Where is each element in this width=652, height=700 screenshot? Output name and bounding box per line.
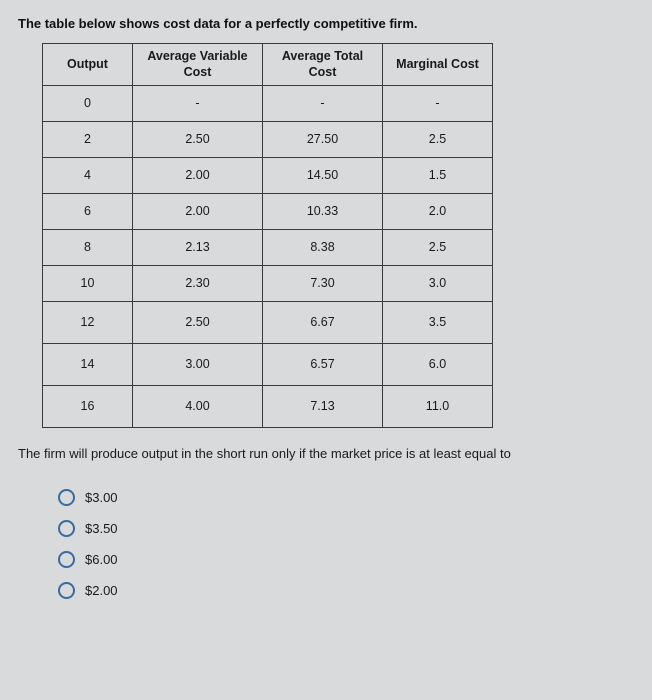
cell-avc: 2.13 — [133, 229, 263, 265]
option-row[interactable]: $3.00 — [58, 489, 634, 506]
cell-avc: 2.00 — [133, 157, 263, 193]
radio-icon[interactable] — [58, 489, 75, 506]
cell-mc: 2.0 — [383, 193, 493, 229]
option-row[interactable]: $2.00 — [58, 582, 634, 599]
cell-atc: 7.13 — [263, 385, 383, 427]
option-row[interactable]: $3.50 — [58, 520, 634, 537]
table-row: 6 2.00 10.33 2.0 — [43, 193, 493, 229]
table-row: 16 4.00 7.13 11.0 — [43, 385, 493, 427]
cell-avc: 2.00 — [133, 193, 263, 229]
cell-avc: - — [133, 85, 263, 121]
option-label: $3.00 — [85, 490, 118, 505]
cell-output: 12 — [43, 301, 133, 343]
cell-atc: 27.50 — [263, 121, 383, 157]
table-row: 2 2.50 27.50 2.5 — [43, 121, 493, 157]
table-row: 14 3.00 6.57 6.0 — [43, 343, 493, 385]
radio-icon[interactable] — [58, 551, 75, 568]
intro-text: The table below shows cost data for a pe… — [18, 16, 634, 31]
cell-output: 6 — [43, 193, 133, 229]
cell-mc: 11.0 — [383, 385, 493, 427]
cell-avc: 4.00 — [133, 385, 263, 427]
option-label: $2.00 — [85, 583, 118, 598]
cell-mc: 1.5 — [383, 157, 493, 193]
table-row: 12 2.50 6.67 3.5 — [43, 301, 493, 343]
cell-atc: 10.33 — [263, 193, 383, 229]
cell-mc: 2.5 — [383, 229, 493, 265]
header-atc: Average Total Cost — [263, 44, 383, 86]
header-mc: Marginal Cost — [383, 44, 493, 86]
cell-output: 10 — [43, 265, 133, 301]
radio-icon[interactable] — [58, 582, 75, 599]
cell-atc: 14.50 — [263, 157, 383, 193]
cell-avc: 2.50 — [133, 301, 263, 343]
table-row: 8 2.13 8.38 2.5 — [43, 229, 493, 265]
cell-mc: 2.5 — [383, 121, 493, 157]
prompt-text: The firm will produce output in the shor… — [18, 446, 634, 461]
radio-icon[interactable] — [58, 520, 75, 537]
cell-mc: - — [383, 85, 493, 121]
option-label: $6.00 — [85, 552, 118, 567]
cell-avc: 3.00 — [133, 343, 263, 385]
cell-output: 14 — [43, 343, 133, 385]
cell-avc: 2.30 — [133, 265, 263, 301]
header-output: Output — [43, 44, 133, 86]
cell-atc: - — [263, 85, 383, 121]
cell-mc: 3.5 — [383, 301, 493, 343]
cell-output: 2 — [43, 121, 133, 157]
cell-mc: 3.0 — [383, 265, 493, 301]
cell-output: 8 — [43, 229, 133, 265]
cell-atc: 8.38 — [263, 229, 383, 265]
cell-atc: 6.67 — [263, 301, 383, 343]
answer-options: $3.00 $3.50 $6.00 $2.00 — [58, 489, 634, 599]
option-row[interactable]: $6.00 — [58, 551, 634, 568]
cost-table: Output Average Variable Cost Average Tot… — [42, 43, 493, 428]
cell-atc: 6.57 — [263, 343, 383, 385]
cell-output: 0 — [43, 85, 133, 121]
table-row: 10 2.30 7.30 3.0 — [43, 265, 493, 301]
cell-mc: 6.0 — [383, 343, 493, 385]
table-row: 0 - - - — [43, 85, 493, 121]
cell-output: 4 — [43, 157, 133, 193]
table-row: 4 2.00 14.50 1.5 — [43, 157, 493, 193]
option-label: $3.50 — [85, 521, 118, 536]
cell-avc: 2.50 — [133, 121, 263, 157]
cell-output: 16 — [43, 385, 133, 427]
cell-atc: 7.30 — [263, 265, 383, 301]
table-header-row: Output Average Variable Cost Average Tot… — [43, 44, 493, 86]
header-avc: Average Variable Cost — [133, 44, 263, 86]
